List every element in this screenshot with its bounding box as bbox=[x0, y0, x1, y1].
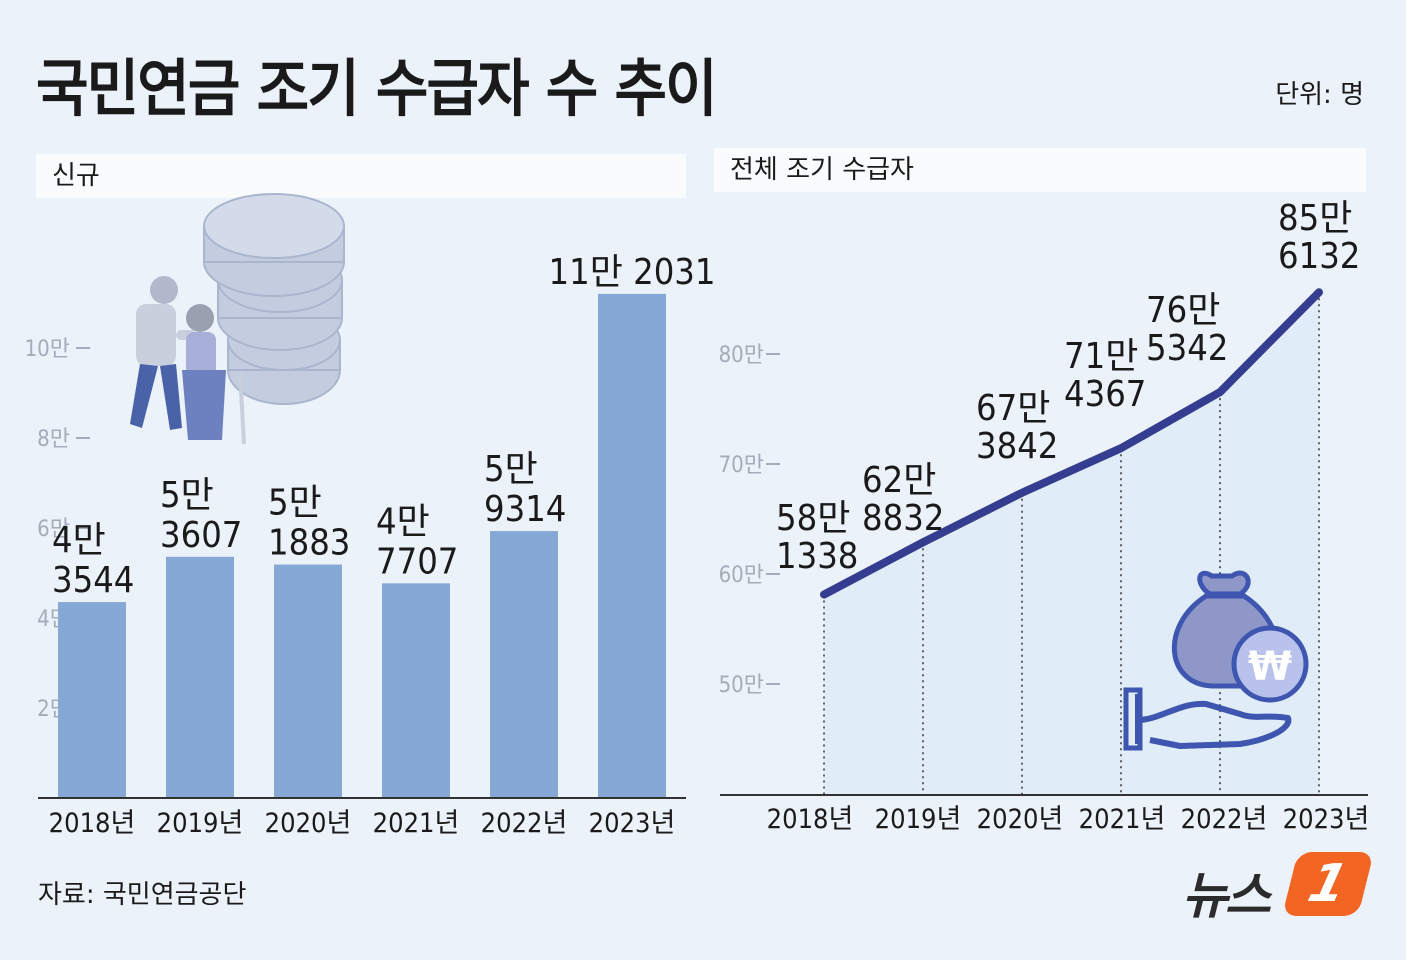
bar-data-label: 4만 bbox=[52, 520, 106, 561]
y-tick-label: 60만 bbox=[719, 563, 764, 588]
bar-data-label: 4만 bbox=[376, 501, 430, 542]
point-data-label: 71만 bbox=[1064, 336, 1138, 377]
x-tick-label: 2023년 bbox=[1283, 804, 1370, 835]
bar-data-label: 9314 bbox=[484, 489, 566, 530]
chart-title: 국민연금 조기 수급자 수 추이 bbox=[36, 52, 718, 125]
y-tick-label: 8만 bbox=[37, 427, 70, 452]
logo-mark: 1 bbox=[1282, 852, 1374, 916]
bar-data-label: 5만 bbox=[268, 483, 322, 524]
bar-data-label: 1883 bbox=[268, 523, 350, 564]
point-data-label: 76만 bbox=[1146, 290, 1220, 331]
x-tick-label: 2021년 bbox=[1079, 804, 1166, 835]
source-note: 자료: 국민연금공단 bbox=[38, 880, 247, 910]
bar bbox=[382, 583, 450, 798]
x-tick-label: 2023년 bbox=[589, 808, 676, 839]
x-tick-label: 2019년 bbox=[875, 804, 962, 835]
bar bbox=[598, 293, 666, 798]
point-data-label: 85만 bbox=[1278, 198, 1352, 239]
y-tick-label: 70만 bbox=[719, 453, 764, 478]
x-tick-label: 2018년 bbox=[767, 804, 854, 835]
x-tick-label: 2018년 bbox=[49, 808, 136, 839]
bar-data-label: 3607 bbox=[160, 515, 242, 556]
svg-text:₩: ₩ bbox=[1248, 644, 1292, 690]
unit-label: 단위: 명 bbox=[1275, 80, 1364, 110]
bar bbox=[274, 564, 342, 798]
point-data-label: 4367 bbox=[1064, 374, 1146, 415]
bar-data-label: 7707 bbox=[376, 541, 458, 582]
point-data-label: 58만 bbox=[776, 498, 850, 539]
y-tick-label: 50만 bbox=[719, 673, 764, 698]
bar bbox=[490, 531, 558, 798]
x-tick-label: 2020년 bbox=[977, 804, 1064, 835]
news1-logo: 뉴스 1 bbox=[1182, 852, 1374, 925]
bar-data-label: 5만 bbox=[484, 449, 538, 490]
bar bbox=[166, 556, 234, 798]
x-tick-label: 2022년 bbox=[481, 808, 568, 839]
point-data-label: 3842 bbox=[976, 426, 1058, 467]
bar-data-label: 3544 bbox=[52, 560, 134, 601]
bar-data-label: 11만 2031 bbox=[548, 252, 715, 293]
x-tick-label: 2021년 bbox=[373, 808, 460, 839]
point-data-label: 5342 bbox=[1146, 328, 1228, 369]
bar-data-label: 5만 bbox=[160, 475, 214, 516]
new-recipients-bar-chart: 2만4만6만8만10만4만35442018년5만36072019년5만18832… bbox=[25, 252, 716, 839]
point-data-label: 67만 bbox=[976, 388, 1050, 429]
elderly-couple-coins-illustration bbox=[130, 193, 345, 445]
point-data-label: 62만 bbox=[862, 460, 936, 501]
point-data-label: 1338 bbox=[776, 536, 858, 577]
money-bag-hand-won-icon: ₩ bbox=[1123, 570, 1309, 751]
point-data-label: 6132 bbox=[1278, 236, 1360, 277]
point-data-label: 8832 bbox=[862, 498, 944, 539]
logo-text: 뉴스 bbox=[1182, 867, 1271, 925]
y-tick-label: 80만 bbox=[719, 343, 764, 368]
bar bbox=[58, 602, 126, 798]
panel-label-new: 신규 bbox=[36, 154, 686, 198]
x-tick-label: 2020년 bbox=[265, 808, 352, 839]
x-tick-label: 2022년 bbox=[1181, 804, 1268, 835]
y-tick-label: 6만 bbox=[37, 517, 70, 542]
panel-label-total: 전체 조기 수급자 bbox=[714, 148, 1366, 192]
series-line bbox=[820, 288, 1323, 599]
y-tick-label: 10만 bbox=[25, 337, 70, 362]
x-tick-label: 2019년 bbox=[157, 808, 244, 839]
